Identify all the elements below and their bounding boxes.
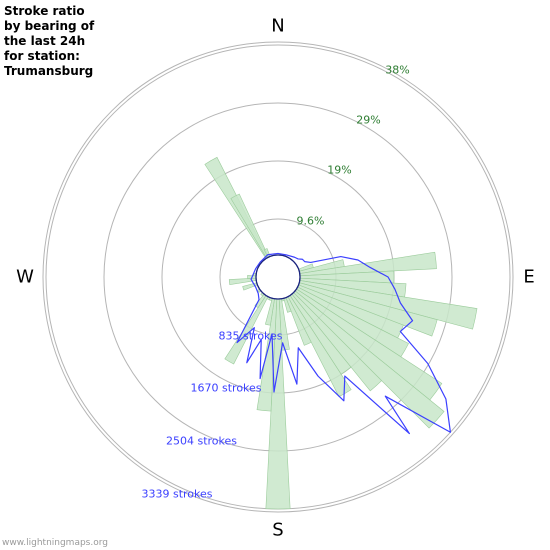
stroke-count-label: 3339 strokes [141, 487, 212, 500]
cardinal-label: E [523, 267, 534, 288]
cardinal-label: N [271, 16, 284, 37]
stroke-count-label: 1670 strokes [191, 382, 262, 395]
credit-text: www.lightningmaps.org [2, 538, 108, 548]
cardinal-label: S [272, 520, 283, 541]
ring-label: 9.6% [297, 214, 325, 227]
stroke-count-label: 835 strokes [219, 329, 283, 342]
stroke-count-label: 2504 strokes [166, 435, 237, 448]
ring-label: 29% [356, 114, 380, 127]
polar-chart [0, 0, 550, 550]
cardinal-label: W [16, 267, 34, 288]
chart-title: Stroke ratio by bearing of the last 24h … [4, 4, 94, 79]
ring-label: 38% [385, 64, 409, 77]
ring-label: 19% [327, 164, 351, 177]
